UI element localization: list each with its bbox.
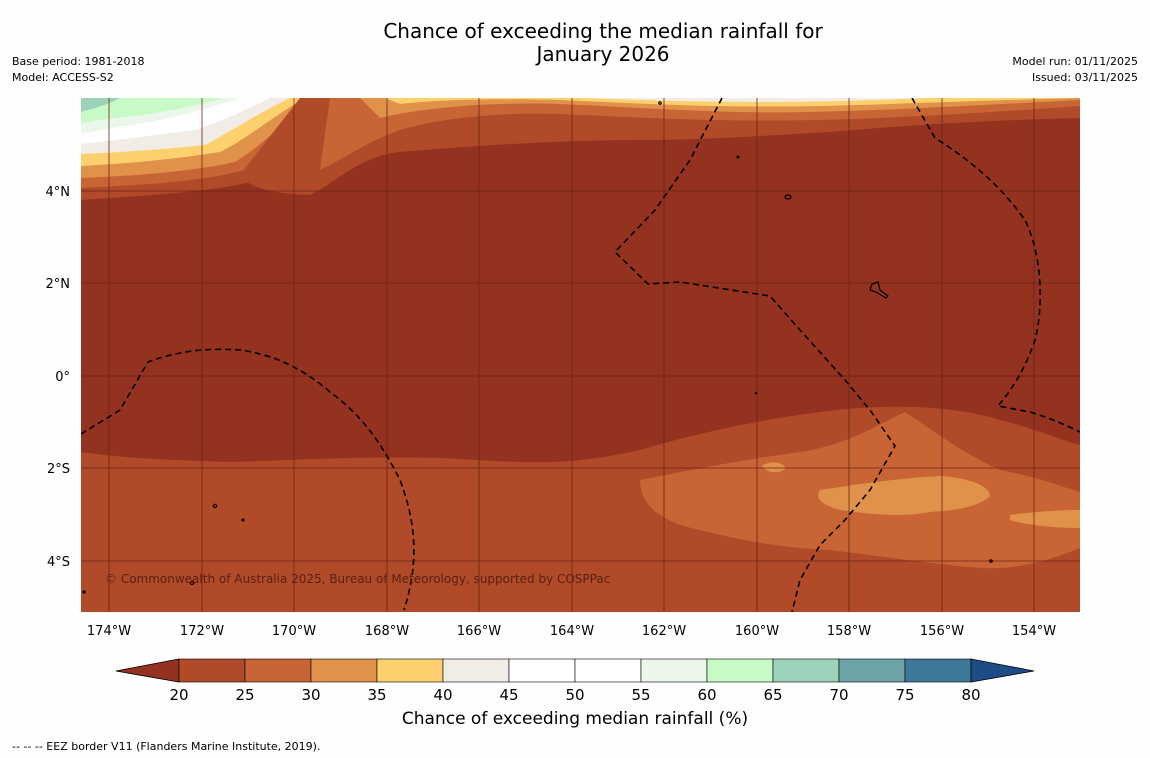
model-name: Model: ACCESS-S2 — [12, 71, 114, 84]
lon-label: 160°W — [735, 624, 779, 639]
colorbar-cell — [904, 658, 972, 683]
colorbar-cell — [244, 658, 312, 683]
lat-label: 4°N — [46, 185, 71, 200]
colorbar-cell — [508, 658, 576, 683]
copyright-text: © Commonwealth of Australia 2025, Bureau… — [105, 572, 610, 586]
eez-borders — [81, 98, 1080, 612]
colorbar-cell — [772, 658, 840, 683]
colorbar-label: Chance of exceeding median rainfall (%) — [401, 709, 749, 729]
colorbar-tick-label: 65 — [763, 686, 783, 704]
colorbar-tick-label: 35 — [367, 686, 387, 704]
region-65-70-north — [81, 98, 120, 112]
colorbar-cell — [178, 658, 246, 683]
colorbar-tick-label: 50 — [565, 686, 585, 704]
colorbar-cell — [310, 658, 378, 683]
model-run: Model run: 01/11/2025 — [1012, 55, 1138, 68]
title-line-2: January 2026 — [536, 42, 670, 66]
meta-left: Base period: 1981-2018 Model: ACCESS-S2 — [12, 54, 144, 86]
region-60-65-north — [81, 98, 225, 124]
rainfall-map: © Commonwealth of Australia 2025, Bureau… — [81, 98, 1080, 612]
colorbar-cell — [838, 658, 906, 683]
region-35-40-top — [385, 98, 1080, 107]
lat-label: 0° — [55, 370, 70, 385]
lon-label: 168°W — [365, 624, 409, 639]
colorbar-tick-label: 20 — [169, 686, 189, 704]
longitude-labels: 174°W 172°W 170°W 168°W 166°W 164°W 162°… — [87, 624, 1056, 639]
map-title: Chance of exceeding the median rainfall … — [0, 20, 1150, 66]
colorbar-tick-label: 55 — [631, 686, 651, 704]
region-25-30-top — [320, 98, 1080, 170]
islands — [82, 101, 993, 594]
lon-label: 164°W — [550, 624, 594, 639]
lon-label: 174°W — [87, 624, 131, 639]
colorbar-over-arrow — [970, 658, 1035, 683]
region-30-35-east — [1010, 510, 1080, 528]
issued-date: Issued: 03/11/2025 — [1031, 71, 1138, 84]
lon-label: 158°W — [827, 624, 871, 639]
colorbar-cells — [178, 658, 972, 683]
colorbar — [115, 658, 1035, 683]
lon-label: 170°W — [272, 624, 316, 639]
colorbar-cell — [640, 658, 708, 683]
colorbar-tick-label: 60 — [697, 686, 717, 704]
lat-label: 2°N — [46, 277, 71, 292]
colorbar-tick-label: 40 — [433, 686, 453, 704]
region-30-35-spot — [762, 462, 786, 473]
colorbar-cell — [574, 658, 642, 683]
lat-label: 2°S — [47, 462, 70, 477]
colorbar-under-arrow — [115, 658, 180, 683]
region-20-25-top — [240, 98, 1080, 195]
graticule — [81, 98, 1080, 612]
colorbar-tick-label: 30 — [301, 686, 321, 704]
lon-label: 166°W — [457, 624, 501, 639]
region-40-45-top — [580, 98, 930, 102]
colorbar-tick-label: 45 — [499, 686, 519, 704]
colorbar-cell — [376, 658, 444, 683]
base-period: Base period: 1981-2018 — [12, 55, 145, 68]
lon-label: 156°W — [920, 624, 964, 639]
lat-label: 4°S — [47, 555, 70, 570]
eez-footnote: -- -- -- EEZ border V11 (Flanders Marine… — [12, 740, 321, 753]
colorbar-cell — [706, 658, 774, 683]
region-30-35-south — [818, 476, 990, 516]
colorbar-tick-label: 80 — [961, 686, 981, 704]
colorbar-cell — [442, 658, 510, 683]
colorbar-tick-label: 25 — [235, 686, 255, 704]
meta-right: Model run: 01/11/2025 Issued: 03/11/2025 — [1012, 54, 1138, 86]
colorbar-tick-label: 70 — [829, 686, 849, 704]
colorbar-tick-label: 75 — [895, 686, 915, 704]
title-line-1: Chance of exceeding the median rainfall … — [383, 19, 823, 43]
lon-label: 154°W — [1012, 624, 1056, 639]
lon-label: 172°W — [180, 624, 224, 639]
latitude-labels: 4°N 2°N 0° 2°S 4°S — [46, 185, 71, 570]
lon-label: 162°W — [642, 624, 686, 639]
